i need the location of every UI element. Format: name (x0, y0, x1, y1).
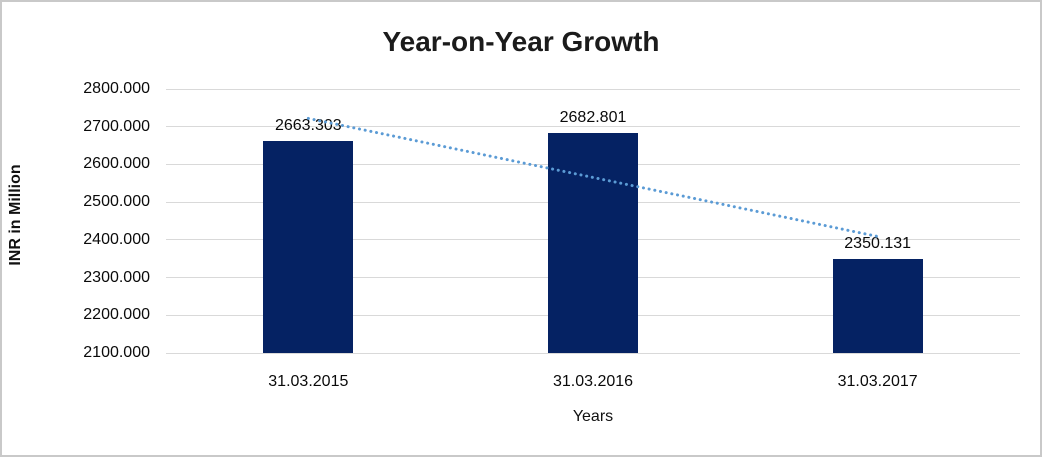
bar (263, 140, 354, 353)
chart-title: Year-on-Year Growth (382, 26, 660, 57)
y-tick-label: 2800.000 (83, 80, 150, 97)
y-tick-label: 2200.000 (83, 306, 150, 324)
bar-value-label: 2350.131 (844, 234, 912, 252)
y-tick-label: 2300.000 (83, 268, 150, 286)
y-tick-label: 2100.000 (83, 344, 150, 361)
bar (548, 133, 638, 353)
y-tick-label: 2600.000 (83, 155, 150, 173)
x-tick-label: 31.03.2016 (552, 373, 634, 390)
gridline (166, 88, 1020, 90)
gridline (166, 352, 1020, 354)
x-axis-title: Years (572, 408, 614, 425)
y-axis-title: INR in Million (7, 164, 24, 266)
x-tick-label: 31.03.2017 (837, 373, 918, 390)
bar-value-label: 2663.303 (274, 116, 342, 134)
x-tick-label: 31.03.2015 (268, 373, 349, 390)
bar (832, 258, 923, 353)
bar-value-label: 2682.801 (559, 109, 627, 127)
y-tick-label: 2400.000 (83, 230, 150, 248)
y-tick-label: 2500.000 (83, 193, 150, 211)
y-tick-label: 2700.000 (83, 117, 150, 135)
